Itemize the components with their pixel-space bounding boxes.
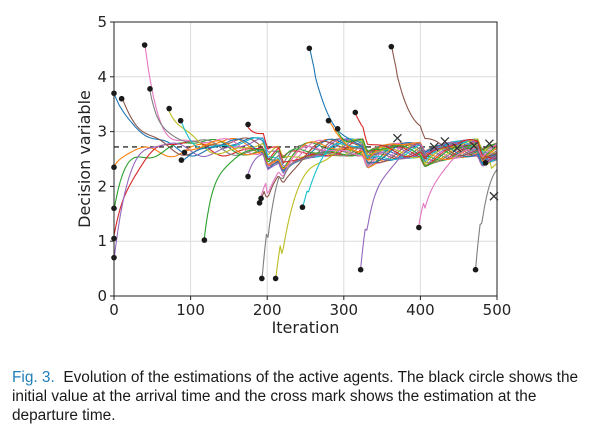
arrival-marker [416,224,422,231]
x-tick-label: 500 [483,301,512,319]
departure-marker [452,143,462,153]
arrival-marker [178,157,185,163]
x-tick-label: 400 [406,301,435,319]
series-line [260,141,497,197]
marker-layer [111,42,499,282]
series-line [308,45,497,164]
arrival-marker [258,195,264,202]
chart-figure: 0 100 200 300 400 500 0 1 2 3 4 5 Iteration Decisio… [75,13,511,337]
arrival-marker [259,275,265,282]
x-tick-label: 200 [253,301,282,319]
arrival-marker [147,86,153,92]
figure-caption: Fig. 3. Evolution of the estimations of … [12,368,584,425]
arrival-marker [306,45,313,52]
caption-text: Evolution of the estimations of the acti… [12,369,579,424]
y-tick-label: 0 [97,287,107,305]
arrival-marker [325,117,332,124]
series-line [390,43,497,160]
tick-layer: 0 100 200 300 400 500 0 1 2 3 4 5 [97,13,511,319]
series-line [360,141,497,269]
series-line [418,143,497,225]
y-tick-label: 1 [97,232,107,250]
x-tick-label: 100 [176,301,205,319]
arrival-marker [141,42,148,48]
departure-marker [429,142,439,152]
arrival-marker [256,200,263,206]
arrival-marker [201,237,208,243]
y-tick-label: 2 [97,177,107,195]
arrival-marker [299,204,306,211]
x-tick-label: 0 [109,301,119,319]
y-tick-label: 3 [97,123,107,141]
series-line [354,112,497,160]
departure-marker [392,133,402,143]
x-tick-label: 300 [329,301,358,319]
arrival-marker [166,105,172,112]
y-tick-label: 5 [97,13,107,31]
arrival-marker [357,266,364,273]
arrival-marker [177,117,184,124]
series-line [181,138,497,171]
caption-label: Fig. 3. [12,369,55,386]
arrival-marker [334,126,341,132]
x-axis-label: Iteration [272,318,340,337]
departure-marker [484,139,494,149]
arrival-marker [118,95,125,102]
series-line [261,142,497,282]
series-line [475,169,497,270]
arrival-marker [472,266,479,273]
y-tick-label: 4 [97,68,107,86]
arrival-marker [482,160,489,166]
departure-marker [469,141,479,151]
chart-svg: 0 100 200 300 400 500 0 1 2 3 4 5 Iteration Decisio… [75,13,511,337]
series-layer [114,42,497,282]
arrival-marker [245,121,251,128]
arrival-marker [352,109,359,116]
plot-frame [113,21,498,297]
y-axis-label: Decision variable [75,90,94,228]
arrival-marker [388,43,395,50]
arrival-marker [181,149,188,156]
arrival-marker [272,275,279,282]
arrival-marker [245,173,251,180]
departure-marker [440,137,450,146]
